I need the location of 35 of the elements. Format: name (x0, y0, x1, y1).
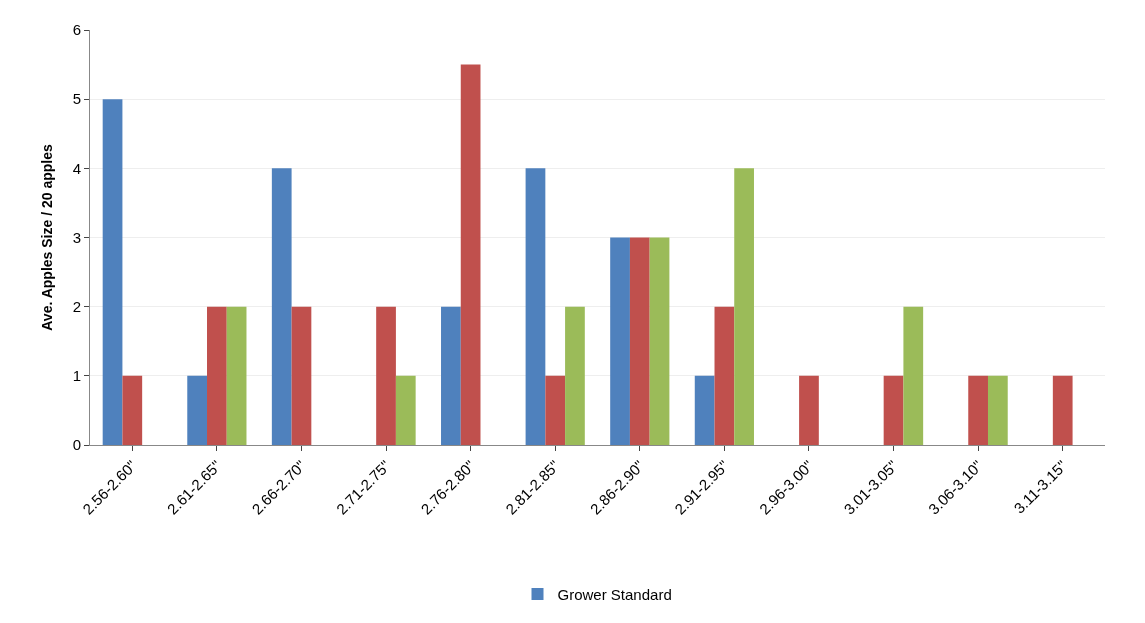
bar (122, 375, 143, 445)
bar (987, 375, 1008, 445)
bar (271, 168, 292, 445)
bar (395, 375, 416, 445)
bar (291, 306, 312, 445)
bar (694, 375, 715, 445)
bar (565, 306, 585, 445)
y-tick-label: 4 (72, 159, 81, 177)
bar (460, 64, 481, 445)
bar (207, 306, 227, 445)
bar (714, 306, 735, 445)
bar (187, 375, 208, 445)
bar (968, 375, 988, 445)
y-tick-label: 3 (72, 228, 81, 246)
bar (1052, 375, 1073, 445)
bar (649, 237, 670, 445)
y-tick-label: 5 (72, 90, 81, 108)
bar (525, 168, 546, 445)
y-tick-label: 6 (72, 21, 81, 39)
legend-label: Grower Standard (557, 585, 672, 603)
bar (226, 306, 247, 445)
y-tick-label: 0 (72, 436, 81, 454)
bar (610, 237, 630, 445)
bar (799, 375, 819, 445)
bar (629, 237, 650, 445)
y-axis-title: Ave. Apples Size / 20 apples (39, 144, 55, 331)
y-tick-label: 2 (72, 297, 81, 315)
y-tick-label: 1 (72, 367, 81, 385)
bar (441, 306, 461, 445)
bar (376, 306, 396, 445)
bar (102, 99, 123, 445)
bar (903, 306, 924, 445)
bar (734, 168, 754, 445)
bar (883, 375, 904, 445)
bar (545, 375, 566, 445)
